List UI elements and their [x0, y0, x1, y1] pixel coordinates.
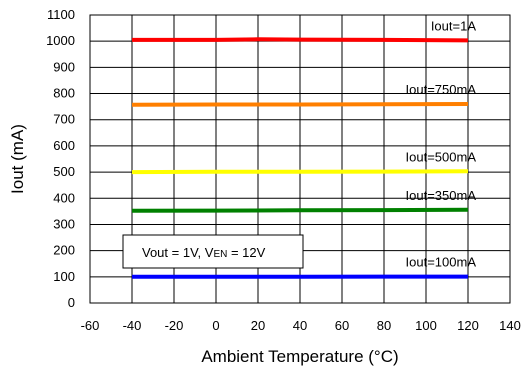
series-label: Iout=1A	[431, 18, 477, 33]
series-label: Iout=100mA	[406, 255, 477, 270]
x-tick-label: -40	[123, 318, 142, 333]
y-tick-label: 800	[53, 86, 75, 101]
y-tick-label: 400	[53, 190, 75, 205]
series-labels: Iout=1A Iout=750mA Iout=500mA Iout=350mA Iou…	[406, 18, 477, 269]
condition-note-text: Vout = 1V, VEN = 12V	[142, 245, 266, 260]
condition-note: Vout = 1V, VEN = 12V	[122, 234, 304, 269]
x-tick-label: 60	[335, 318, 349, 333]
y-tick-labels: 0 100 200 300 400 500 600 700 800 900 1000 1100	[46, 7, 75, 310]
x-tick-label: 40	[293, 318, 307, 333]
series-line	[131, 169, 469, 175]
y-tick-label: 600	[53, 138, 75, 153]
x-tick-label: -20	[165, 318, 184, 333]
y-tick-label: 300	[53, 216, 75, 231]
y-tick-label: 900	[53, 59, 75, 74]
x-tick-label: 100	[415, 318, 437, 333]
y-tick-label: 700	[53, 112, 75, 127]
series-label: Iout=350mA	[406, 188, 477, 203]
x-tick-label: 140	[499, 318, 521, 333]
y-tick-label: 0	[68, 295, 75, 310]
x-tick-labels: -60 -40 -20 0 20 40 60 80 100 120 140	[81, 318, 521, 333]
condition-note-sub: EN	[213, 249, 227, 260]
y-tick-label: 100	[53, 269, 75, 284]
x-tick-label: 120	[457, 318, 479, 333]
y-tick-label: 200	[53, 243, 75, 258]
y-tick-label: 1000	[46, 33, 75, 48]
series-lines	[131, 37, 469, 279]
y-axis-title: Iout (mA)	[8, 124, 27, 194]
series-line	[131, 207, 469, 213]
condition-note-main: Vout = 1V, V	[142, 245, 214, 260]
y-tick-label: 500	[53, 164, 75, 179]
condition-note-box	[122, 234, 304, 269]
x-axis-title: Ambient Temperature (°C)	[201, 347, 398, 366]
series-label: Iout=500mA	[406, 149, 477, 164]
series-line	[132, 37, 469, 43]
x-tick-label: 80	[377, 318, 391, 333]
condition-note-tail: = 12V	[227, 245, 265, 260]
series-label: Iout=750mA	[406, 82, 477, 97]
x-tick-label: 0	[212, 318, 219, 333]
y-tick-label: 1100	[47, 7, 75, 22]
series-line	[131, 102, 469, 107]
x-tick-label: 20	[251, 318, 265, 333]
x-tick-label: -60	[81, 318, 100, 333]
